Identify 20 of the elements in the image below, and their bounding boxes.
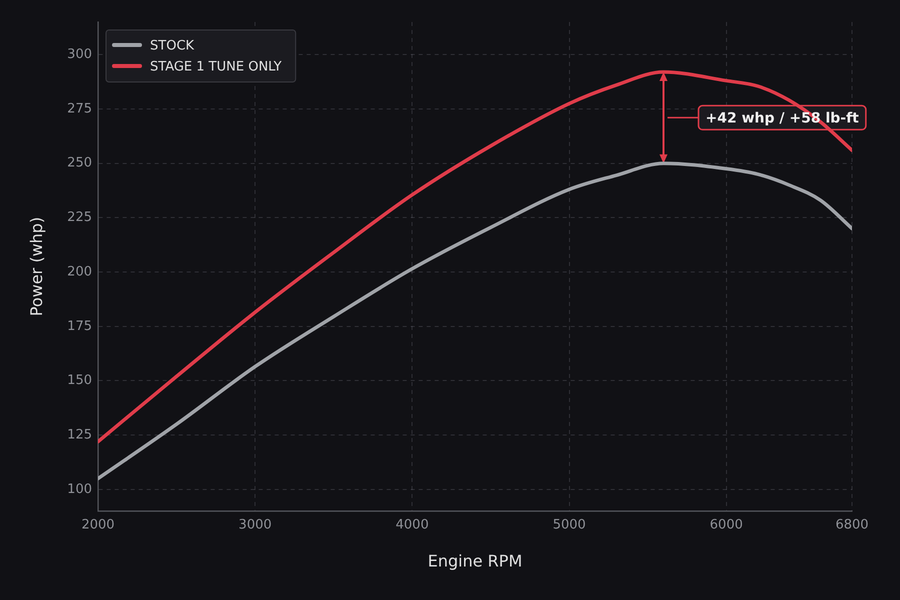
- x-tick-label: 3000: [238, 517, 272, 532]
- x-tick-label: 6000: [710, 517, 743, 532]
- x-tick-label: 6800: [835, 517, 869, 532]
- x-tick-label: 5000: [552, 517, 586, 532]
- y-tick-label: 250: [67, 156, 92, 171]
- legend-label: STAGE 1 TUNE ONLY: [150, 59, 282, 74]
- y-tick-label: 275: [67, 101, 92, 116]
- x-tick-label: 4000: [396, 517, 429, 532]
- y-tick-label: 225: [67, 210, 92, 226]
- x-axis-title: Engine RPM: [428, 552, 522, 571]
- y-tick-label: 300: [67, 46, 92, 62]
- y-tick-label: 150: [67, 373, 92, 388]
- legend-label: STOCK: [150, 38, 195, 54]
- y-tick-label: 200: [67, 264, 92, 280]
- y-axis-title: Power (whp): [26, 216, 46, 316]
- y-tick-label: 100: [67, 482, 92, 497]
- x-tick-label: 2000: [81, 517, 115, 532]
- line-series: [98, 162, 852, 480]
- y-tick-label: 175: [67, 318, 92, 334]
- y-tick-label: 125: [67, 427, 92, 442]
